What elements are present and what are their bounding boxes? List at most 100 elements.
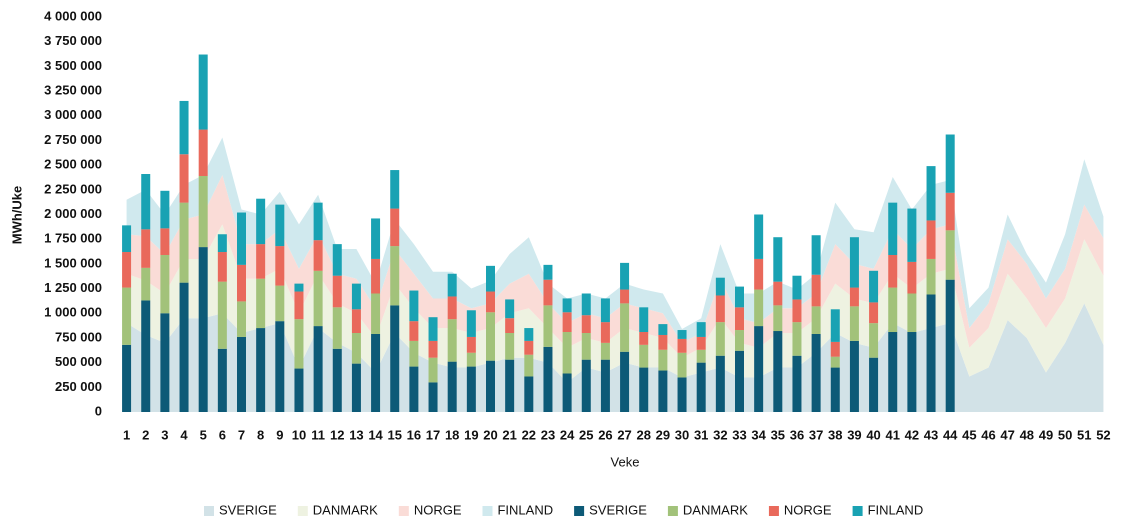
bar xyxy=(581,333,591,360)
bar xyxy=(275,204,285,247)
x-tick-label: 4 xyxy=(180,427,188,442)
legend-swatch xyxy=(574,506,585,516)
x-tick-label: 32 xyxy=(713,427,727,442)
bar xyxy=(486,312,495,361)
bar xyxy=(677,330,687,339)
legend-swatch xyxy=(667,506,678,516)
bar xyxy=(811,235,821,275)
bar xyxy=(562,373,572,412)
bar xyxy=(849,340,859,412)
bar xyxy=(428,340,438,358)
bar xyxy=(505,299,515,319)
x-tick-label: 11 xyxy=(311,427,325,442)
x-tick-label: 21 xyxy=(502,427,516,442)
legend-label: FINLAND xyxy=(868,502,924,517)
bar xyxy=(945,279,955,412)
x-tick-label: 15 xyxy=(387,427,401,442)
bar xyxy=(869,357,879,412)
x-tick-label: 9 xyxy=(276,427,283,442)
bar xyxy=(486,360,495,412)
x-tick-label: 41 xyxy=(885,427,899,442)
bar xyxy=(141,267,151,301)
bar xyxy=(524,328,534,341)
x-tick-label: 28 xyxy=(636,427,650,442)
bar xyxy=(600,322,610,343)
bar xyxy=(179,282,189,412)
bar xyxy=(907,208,917,262)
bar xyxy=(639,307,649,333)
bar xyxy=(256,198,266,245)
bar xyxy=(754,326,764,412)
bar xyxy=(830,341,840,357)
y-tick-label: 0 xyxy=(95,403,102,418)
bar xyxy=(677,377,687,412)
bar xyxy=(466,352,476,367)
x-tick-label: 49 xyxy=(1039,427,1053,442)
bar xyxy=(581,293,591,316)
bar xyxy=(409,321,419,341)
bar xyxy=(447,319,457,362)
bar xyxy=(332,244,342,276)
x-tick-label: 51 xyxy=(1077,427,1091,442)
bar xyxy=(543,264,553,280)
bar xyxy=(715,322,725,356)
y-tick-label: 750 000 xyxy=(55,329,102,344)
legend-swatch xyxy=(482,506,493,516)
bar xyxy=(888,254,898,288)
y-tick-label: 3 750 000 xyxy=(44,33,102,48)
bar xyxy=(179,202,189,283)
legend-label: DANMARK xyxy=(683,502,748,517)
bar xyxy=(217,281,227,349)
x-tick-label: 20 xyxy=(483,427,497,442)
legend-swatch xyxy=(852,506,863,516)
y-tick-label: 3 000 000 xyxy=(44,107,102,122)
x-tick-label: 27 xyxy=(617,427,631,442)
legend-swatch xyxy=(768,506,779,516)
y-tick-label: 2 250 000 xyxy=(44,181,102,196)
bar xyxy=(562,332,572,374)
x-tick-label: 23 xyxy=(541,427,555,442)
x-tick-label: 14 xyxy=(368,427,383,442)
bar xyxy=(849,287,859,307)
bar xyxy=(677,338,687,353)
x-tick-label: 25 xyxy=(579,427,593,442)
bar xyxy=(524,340,534,355)
bar xyxy=(907,293,917,333)
x-tick-label: 37 xyxy=(809,427,823,442)
x-tick-label: 24 xyxy=(560,427,575,442)
x-tick-label: 35 xyxy=(771,427,785,442)
bar xyxy=(160,228,170,255)
y-tick-label: 4 000 000 xyxy=(44,8,102,23)
bar xyxy=(351,363,361,412)
bar xyxy=(773,281,783,306)
bar xyxy=(141,300,151,412)
x-tick-label: 47 xyxy=(1000,427,1014,442)
bar xyxy=(849,306,859,341)
bar xyxy=(888,202,898,255)
bar xyxy=(869,302,879,324)
bar xyxy=(332,307,342,349)
bar xyxy=(160,190,170,229)
bar xyxy=(466,336,476,353)
x-tick-label: 39 xyxy=(847,427,861,442)
y-tick-label: 2 500 000 xyxy=(44,157,102,172)
bar xyxy=(313,326,323,412)
bar xyxy=(677,352,687,378)
bar xyxy=(332,275,342,308)
bar xyxy=(926,220,936,259)
bar xyxy=(543,346,553,412)
bar xyxy=(735,286,744,308)
area xyxy=(126,137,1104,343)
x-tick-label: 1 xyxy=(123,427,130,442)
bar xyxy=(869,323,879,358)
x-tick-label: 2 xyxy=(142,427,149,442)
bar xyxy=(945,192,955,231)
bar xyxy=(926,166,936,221)
bar xyxy=(658,349,668,371)
area xyxy=(126,303,1104,412)
bar xyxy=(160,313,170,412)
bar xyxy=(447,273,457,297)
bar xyxy=(658,334,668,350)
bar xyxy=(600,298,610,323)
bar xyxy=(275,285,285,322)
